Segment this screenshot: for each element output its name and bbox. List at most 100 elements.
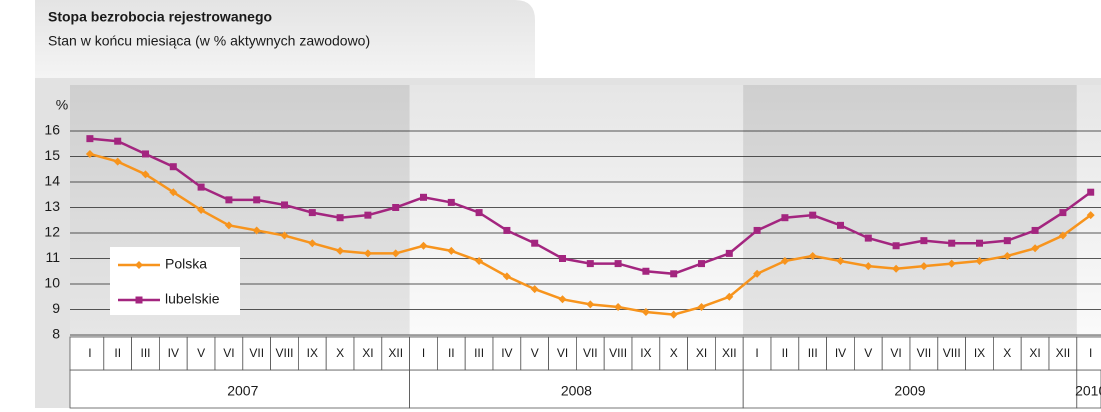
marker xyxy=(614,302,623,311)
year-label: 2010 xyxy=(1075,383,1101,399)
marker xyxy=(502,272,511,281)
year-band xyxy=(1076,85,1101,335)
month-cell xyxy=(214,336,244,371)
x-tick-label: I xyxy=(755,346,758,360)
month-cell xyxy=(1048,336,1078,371)
marker xyxy=(475,257,484,266)
y-tick-label: 9 xyxy=(52,300,60,316)
marker xyxy=(920,237,928,245)
y-tick-label: 8 xyxy=(52,326,60,342)
marker xyxy=(169,188,178,197)
month-cell xyxy=(297,336,327,371)
x-tick-label: X xyxy=(336,346,344,360)
marker xyxy=(725,292,734,301)
marker xyxy=(1031,244,1040,253)
marker xyxy=(697,302,706,311)
month-cell xyxy=(548,336,577,371)
legend-marker xyxy=(135,261,143,269)
month-cell xyxy=(353,336,383,371)
marker xyxy=(420,193,427,201)
marker xyxy=(753,269,762,278)
marker xyxy=(280,231,289,240)
marker xyxy=(919,262,928,271)
marker xyxy=(1003,251,1012,260)
legend-label: Polska xyxy=(165,256,207,272)
x-tick-label: VIII xyxy=(609,346,627,360)
marker xyxy=(781,214,789,222)
marker xyxy=(336,214,344,222)
marker xyxy=(1059,209,1067,217)
chart-subtitle: Stan w końcu miesiąca (w % aktywnych zaw… xyxy=(48,33,370,49)
marker xyxy=(808,251,817,260)
x-tick-label: I xyxy=(1089,346,1092,360)
marker xyxy=(809,211,817,219)
marker xyxy=(391,249,400,258)
month-cell xyxy=(742,336,772,371)
marker xyxy=(141,170,150,179)
marker xyxy=(725,249,733,257)
x-tick-label: II xyxy=(782,346,789,360)
marker xyxy=(698,260,705,268)
x-tick-label: VII xyxy=(917,346,932,360)
y-tick-label: 11 xyxy=(45,249,60,265)
month-cell xyxy=(798,336,827,371)
marker xyxy=(614,260,622,268)
x-tick-label: II xyxy=(114,346,121,360)
month-cell xyxy=(186,336,216,371)
marker xyxy=(308,239,317,248)
y-tick-label: 12 xyxy=(44,224,60,240)
header-box xyxy=(35,0,535,78)
x-tick-label: I xyxy=(88,346,91,360)
marker xyxy=(114,137,122,145)
marker xyxy=(1003,237,1011,245)
x-tick-label: VI xyxy=(890,346,901,360)
month-cell xyxy=(69,336,105,371)
x-tick-label: IV xyxy=(501,346,512,360)
x-tick-label: XII xyxy=(388,346,403,360)
marker xyxy=(642,267,650,275)
year-label: 2009 xyxy=(894,383,925,399)
marker xyxy=(224,221,233,230)
month-cell xyxy=(770,336,800,371)
year-cell xyxy=(1076,369,1101,409)
marker xyxy=(197,206,206,215)
marker xyxy=(586,300,595,309)
month-cell xyxy=(659,336,688,371)
y-tick-label: 13 xyxy=(44,198,60,214)
marker xyxy=(253,196,261,204)
marker xyxy=(197,183,205,191)
x-tick-label: XII xyxy=(1056,346,1071,360)
marker xyxy=(975,257,984,266)
marker xyxy=(85,149,94,158)
x-tick-label: V xyxy=(197,346,205,360)
marker xyxy=(503,226,511,234)
marker xyxy=(780,257,789,266)
x-tick-label: VI xyxy=(223,346,234,360)
month-cell xyxy=(965,336,994,371)
x-tick-label: I xyxy=(422,346,425,360)
month-cell xyxy=(492,336,522,371)
marker xyxy=(225,196,233,204)
marker xyxy=(559,255,566,262)
marker xyxy=(142,150,149,158)
x-tick-label: VII xyxy=(583,346,598,360)
marker xyxy=(558,295,567,304)
month-cell xyxy=(520,336,549,371)
marker xyxy=(1087,188,1095,196)
marker xyxy=(86,135,94,143)
month-cell xyxy=(937,336,966,371)
marker xyxy=(113,157,122,166)
marker xyxy=(837,221,844,229)
y-tick-label: 16 xyxy=(44,122,60,138)
marker xyxy=(392,204,400,211)
marker xyxy=(669,310,678,319)
marker xyxy=(1086,211,1095,220)
marker xyxy=(1031,226,1039,234)
x-tick-label: V xyxy=(531,346,539,360)
marker xyxy=(1058,231,1067,240)
x-tick-label: XI xyxy=(1029,346,1040,360)
marker xyxy=(364,211,372,219)
marker xyxy=(475,209,483,217)
x-tick-label: IV xyxy=(835,346,846,360)
